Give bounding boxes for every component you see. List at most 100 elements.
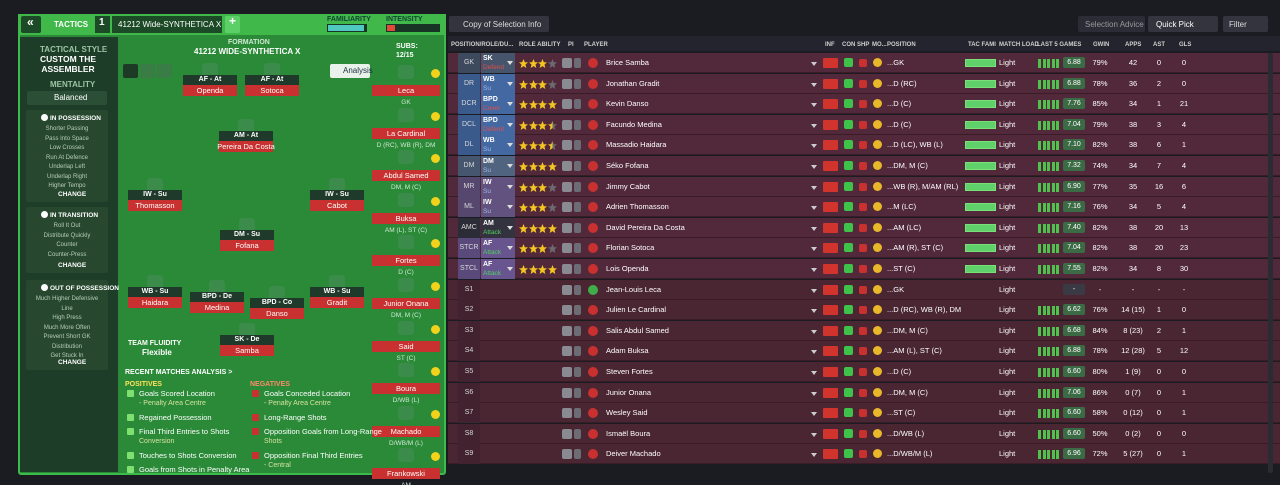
form-bar bbox=[1042, 100, 1046, 110]
role-cell[interactable] bbox=[481, 135, 515, 156]
player-name[interactable]: Adrien Thomasson bbox=[606, 202, 669, 212]
column-header[interactable]: POSITION/ROLE/DU... bbox=[451, 42, 514, 48]
form-bar bbox=[1038, 347, 1041, 357]
role-cell[interactable] bbox=[481, 197, 515, 218]
shp-icon bbox=[859, 182, 867, 191]
column-header[interactable]: SHP bbox=[857, 42, 870, 48]
form-bar bbox=[1042, 141, 1046, 151]
role-box bbox=[128, 190, 182, 200]
player-name[interactable]: David Pereira Da Costa bbox=[606, 222, 685, 232]
player-name[interactable]: Lois Openda bbox=[606, 264, 649, 273]
role-ability bbox=[519, 79, 559, 89]
column-header[interactable]: APPS bbox=[1125, 42, 1142, 48]
analysis-button[interactable] bbox=[330, 64, 370, 78]
column-header[interactable]: LAST 5 GAMES bbox=[1037, 42, 1082, 48]
con-icon bbox=[844, 387, 853, 397]
advice-button[interactable] bbox=[1078, 16, 1145, 32]
shp-icon bbox=[859, 265, 867, 273]
role-caret bbox=[507, 81, 513, 86]
column-header[interactable]: ROLE ABILITY bbox=[519, 42, 561, 48]
apps: 38 bbox=[1128, 222, 1138, 232]
player-name[interactable]: Adam Buksa bbox=[606, 346, 649, 356]
tac-fami-fill bbox=[966, 142, 995, 149]
column-header[interactable]: MATCH LOAD bbox=[999, 42, 1039, 48]
change-button[interactable]: CHANGE bbox=[58, 359, 87, 366]
player-name[interactable]: Brice Samba bbox=[606, 58, 649, 67]
role-cell[interactable] bbox=[481, 114, 515, 135]
player-name[interactable]: Jimmy Cabot bbox=[606, 181, 650, 191]
gwin: 77% bbox=[1092, 181, 1108, 191]
column-header[interactable]: MO... bbox=[872, 42, 887, 48]
player-name[interactable]: Jonathan Gradit bbox=[606, 78, 660, 88]
player-name[interactable]: Steven Fortes bbox=[606, 367, 653, 376]
player-role: AM - At bbox=[233, 132, 259, 139]
player-name[interactable]: Ismaël Boura bbox=[606, 428, 651, 438]
view-toggle[interactable] bbox=[140, 64, 155, 78]
table-header bbox=[448, 36, 1280, 51]
player-badge bbox=[588, 222, 598, 233]
form-bar bbox=[1047, 244, 1050, 254]
player-name[interactable]: Séko Fofana bbox=[606, 161, 649, 170]
player-name[interactable]: Salis Abdul Samed bbox=[606, 325, 669, 335]
column-header[interactable]: INF bbox=[825, 42, 835, 48]
change-button[interactable]: CHANGE bbox=[58, 262, 87, 269]
role-cell[interactable] bbox=[481, 259, 515, 279]
tactic-select[interactable] bbox=[112, 16, 222, 33]
column-header[interactable]: GLS bbox=[1179, 42, 1192, 48]
player-name[interactable]: Julien Le Cardinal bbox=[606, 305, 667, 315]
player-name[interactable]: Jean-Louis Leca bbox=[606, 284, 662, 294]
column-header[interactable]: AST bbox=[1153, 42, 1165, 48]
pi-icon bbox=[574, 202, 581, 213]
role-cell[interactable] bbox=[481, 176, 515, 197]
add-button[interactable] bbox=[225, 16, 240, 33]
position: ...AM (L), ST (C) bbox=[887, 346, 942, 356]
slot-box[interactable] bbox=[95, 16, 110, 33]
mentality-select[interactable] bbox=[27, 91, 107, 105]
view-select[interactable] bbox=[449, 16, 549, 32]
role-cell[interactable] bbox=[481, 73, 515, 94]
view-toggle[interactable] bbox=[157, 64, 172, 78]
role-code: AF bbox=[483, 240, 493, 248]
back-button[interactable] bbox=[21, 16, 41, 33]
filter-button[interactable] bbox=[1223, 16, 1268, 32]
con-icon bbox=[844, 243, 853, 253]
player-name[interactable]: Wesley Said bbox=[606, 408, 648, 418]
player-name[interactable]: Deiver Machado bbox=[606, 449, 661, 459]
view-toggle[interactable] bbox=[123, 64, 138, 78]
player-badge bbox=[588, 99, 598, 110]
player-shirt bbox=[239, 323, 255, 337]
form-bar bbox=[1051, 100, 1055, 110]
column-header[interactable]: PI bbox=[568, 42, 574, 48]
assists: 7 bbox=[1156, 161, 1162, 170]
gwin: 76% bbox=[1092, 202, 1108, 212]
player-name[interactable]: Kevin Danso bbox=[606, 99, 649, 109]
role-cell[interactable] bbox=[481, 53, 515, 73]
role-cell[interactable] bbox=[481, 94, 515, 115]
match-load: Light bbox=[999, 387, 1016, 397]
player-name[interactable]: Florian Sotoca bbox=[606, 243, 655, 253]
column-header[interactable]: CON bbox=[842, 42, 856, 48]
change-button[interactable]: CHANGE bbox=[58, 191, 87, 198]
player-name[interactable]: Massadio Haidara bbox=[606, 140, 667, 150]
slot-cell bbox=[458, 73, 480, 94]
position: ...DM, M (C) bbox=[887, 325, 928, 335]
column-header[interactable]: PLAYER bbox=[584, 42, 608, 48]
gwin: 76% bbox=[1092, 305, 1108, 315]
role-cell[interactable] bbox=[481, 217, 515, 238]
quick-pick-button[interactable] bbox=[1148, 16, 1218, 32]
column-header[interactable]: TAC FAMI bbox=[968, 42, 996, 48]
slot-cell bbox=[458, 423, 480, 444]
apps: 12 (28) bbox=[1121, 346, 1145, 356]
column-header[interactable]: GWIN bbox=[1093, 42, 1110, 48]
role-caret bbox=[507, 102, 513, 107]
player-name[interactable]: Junior Onana bbox=[606, 387, 652, 397]
tactic-group bbox=[26, 207, 108, 273]
role-cell[interactable] bbox=[481, 238, 515, 259]
slot-code: DCL bbox=[461, 120, 477, 128]
role-cell[interactable] bbox=[481, 156, 515, 176]
column-header[interactable]: POSITION bbox=[887, 42, 916, 48]
star bbox=[528, 79, 538, 89]
match-load: Light bbox=[999, 202, 1016, 212]
player-name[interactable]: Facundo Medina bbox=[606, 119, 662, 129]
pi-icon bbox=[562, 243, 572, 254]
